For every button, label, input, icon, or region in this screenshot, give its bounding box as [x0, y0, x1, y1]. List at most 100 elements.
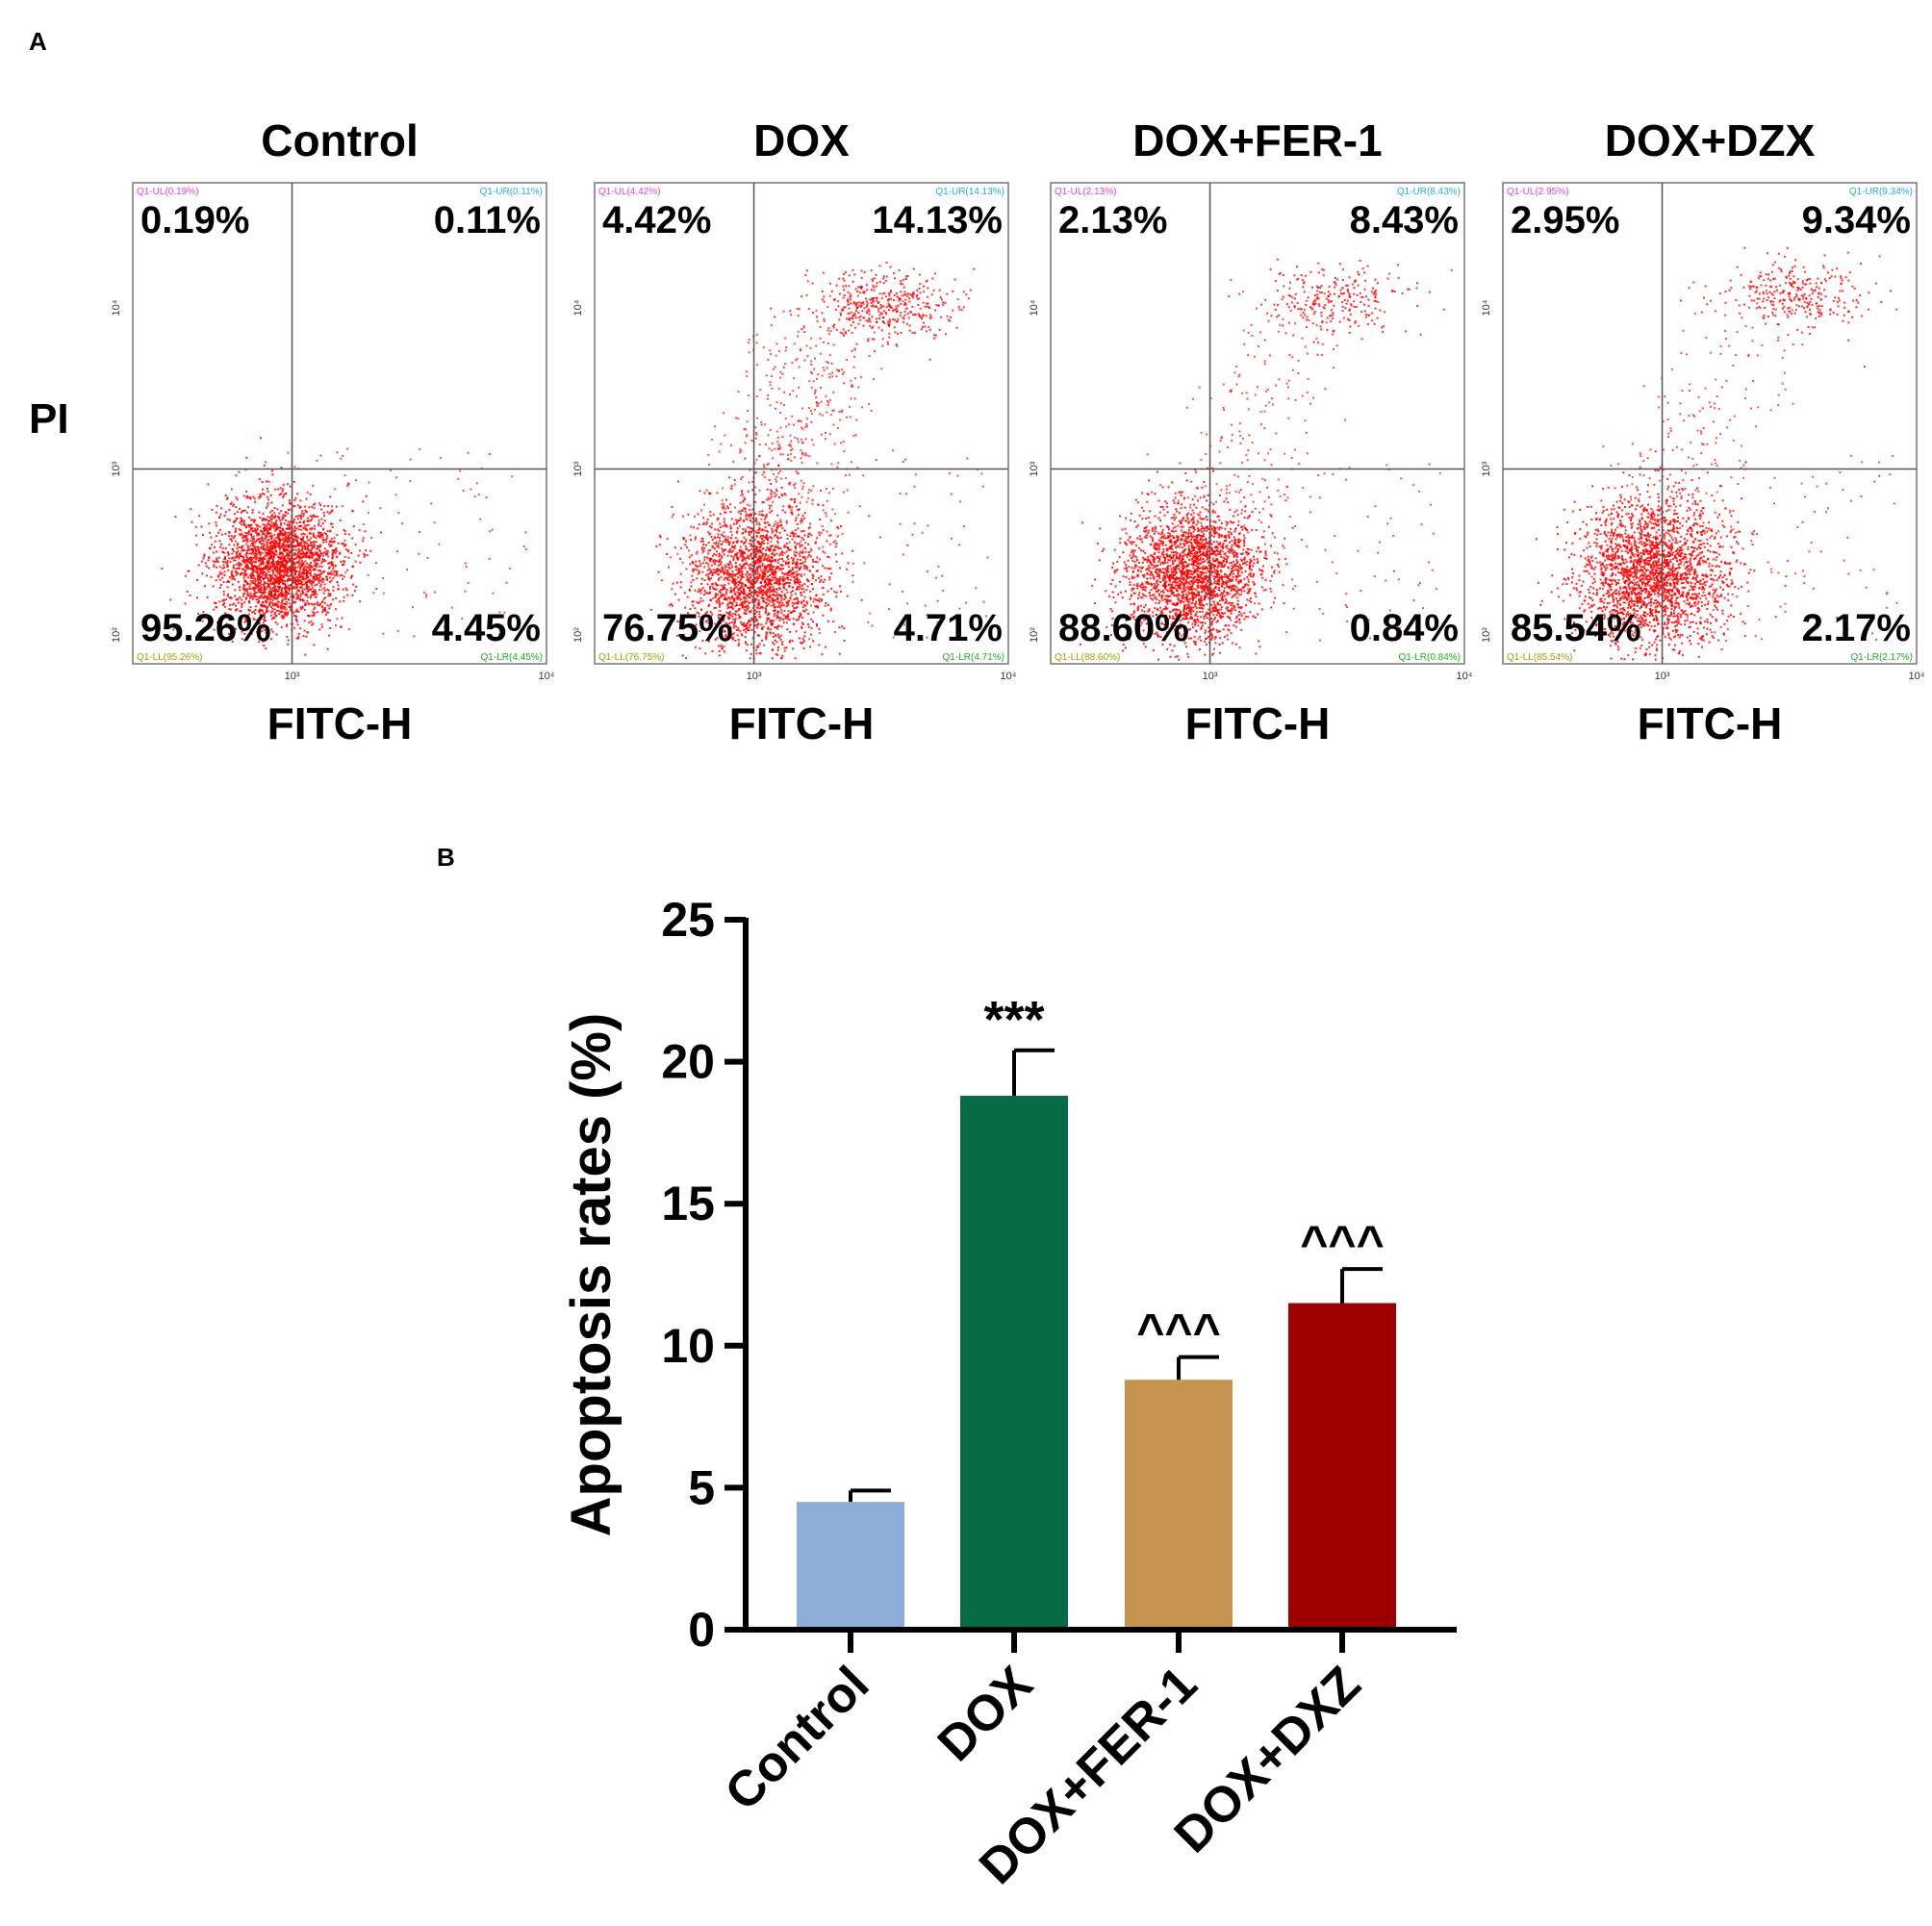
- scatter-point: [766, 594, 769, 596]
- scatter-point: [270, 601, 273, 604]
- scatter-point: [927, 302, 929, 305]
- scatter-point: [313, 569, 316, 571]
- scatter-point: [245, 543, 248, 545]
- scatter-point: [323, 505, 326, 508]
- scatter-point: [259, 570, 262, 572]
- scatter-point: [326, 530, 329, 532]
- scatter-point: [772, 579, 775, 582]
- scatter-point: [810, 618, 813, 621]
- scatter-point: [769, 592, 772, 595]
- scatter-point: [264, 591, 267, 594]
- scatter-point: [295, 587, 298, 590]
- scatter-point: [308, 544, 311, 546]
- scatter-point: [339, 600, 342, 603]
- scatter-point: [761, 626, 763, 629]
- scatter-point: [254, 546, 257, 549]
- scatter-point: [270, 537, 273, 539]
- scatter-point: [765, 536, 767, 539]
- scatter-point: [285, 548, 288, 551]
- scatter-point: [286, 537, 289, 540]
- scatter-point: [707, 640, 710, 643]
- scatter-point: [292, 611, 295, 614]
- scatter-point: [742, 528, 745, 531]
- scatter-point: [739, 545, 742, 548]
- scatter-point: [269, 525, 272, 528]
- scatter-point: [792, 572, 795, 575]
- scatter-point: [294, 576, 297, 579]
- scatter-point: [859, 318, 862, 321]
- scatter-point: [919, 283, 922, 286]
- scatter-point: [269, 552, 272, 554]
- scatter-point: [280, 521, 282, 524]
- scatter-point: [710, 577, 713, 580]
- scatter-point: [223, 558, 226, 560]
- scatter-point: [304, 547, 307, 550]
- scatter-point: [224, 605, 227, 608]
- scatter-point: [274, 520, 277, 523]
- scatter-point: [326, 534, 329, 537]
- scatter-point: [347, 550, 349, 553]
- scatter-point: [313, 503, 316, 506]
- scatter-point: [737, 639, 740, 642]
- scatter-point: [275, 577, 278, 580]
- scatter-point: [350, 576, 352, 579]
- scatter-point: [281, 578, 284, 581]
- scatter-point: [777, 495, 780, 498]
- scatter-point: [288, 552, 291, 555]
- scatter-point: [300, 524, 303, 527]
- scatter-point: [223, 570, 226, 573]
- scatter-point: [760, 535, 763, 538]
- scatter-point: [730, 555, 733, 558]
- scatter-point: [328, 634, 331, 637]
- scatter-point: [767, 496, 770, 499]
- scatter-point: [795, 578, 798, 580]
- scatter-point: [852, 549, 854, 552]
- scatter-point: [753, 604, 756, 607]
- scatter-point: [262, 556, 265, 559]
- scatter-point: [808, 532, 811, 535]
- scatter-point: [797, 619, 800, 621]
- scatter-point: [762, 586, 765, 588]
- scatter-point: [242, 583, 245, 586]
- scatter-point: [269, 532, 272, 535]
- scatter-point: [775, 576, 776, 579]
- scatter-point: [242, 534, 244, 537]
- scatter-point: [722, 587, 724, 590]
- scatter-point: [755, 531, 758, 534]
- scatter-point: [210, 575, 213, 578]
- scatter-point: [763, 600, 765, 603]
- scatter-point: [282, 546, 285, 549]
- scatter-point: [679, 581, 682, 584]
- scatter-point: [770, 493, 773, 495]
- scatter-point: [287, 569, 289, 571]
- scatter-point: [769, 568, 772, 570]
- scatter-point: [297, 557, 300, 559]
- scatter-point: [302, 570, 305, 572]
- scatter-point: [781, 643, 784, 646]
- scatter-point: [328, 572, 331, 575]
- scatter-point: [267, 586, 268, 588]
- scatter-point: [245, 581, 248, 584]
- scatter-point: [820, 579, 823, 581]
- scatter-point: [271, 598, 274, 601]
- scatter-point: [306, 631, 309, 634]
- scatter-point: [719, 559, 722, 562]
- scatter-point: [736, 527, 739, 530]
- scatter-point: [762, 552, 765, 555]
- scatter-point: [920, 328, 923, 331]
- scatter-point: [302, 545, 305, 548]
- scatter-point: [242, 568, 244, 570]
- scatter-point: [776, 610, 779, 613]
- scatter-point: [765, 631, 768, 634]
- scatter-point: [263, 584, 265, 586]
- scatter-point: [245, 496, 248, 499]
- scatter-point: [763, 581, 766, 584]
- scatter-point: [878, 317, 880, 319]
- scatter-point: [310, 553, 313, 556]
- scatter-point: [318, 523, 319, 526]
- scatter-point: [773, 524, 775, 527]
- scatter-point: [261, 560, 264, 563]
- scatter-point: [838, 277, 840, 280]
- scatter-point: [202, 557, 205, 560]
- scatter-point: [287, 643, 290, 646]
